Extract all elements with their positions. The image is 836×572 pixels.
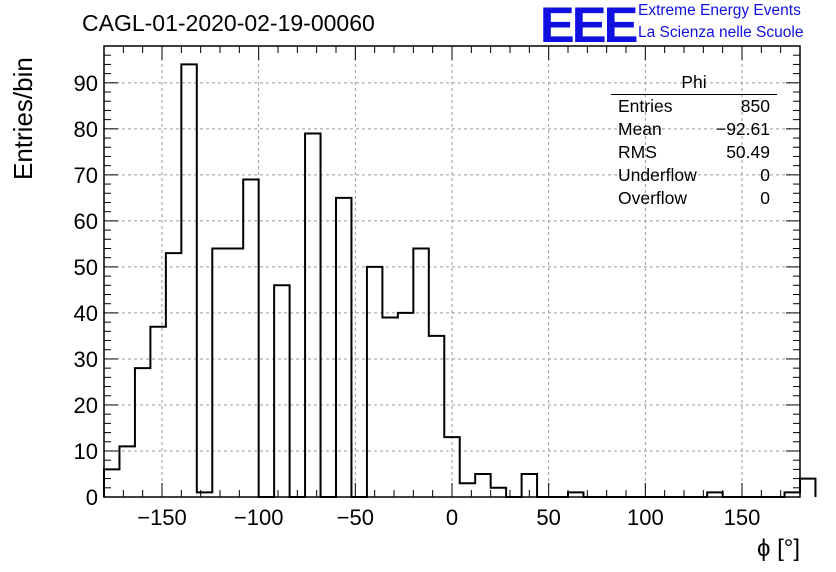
- histogram-bin: [382, 318, 397, 497]
- x-tick-label: −150: [137, 505, 187, 530]
- histogram-bin: [475, 474, 490, 497]
- y-tick-label: 50: [74, 255, 98, 280]
- y-tick-label: 10: [74, 439, 98, 464]
- stats-row-entries: Entries 850: [611, 95, 777, 118]
- histogram-bin: [336, 198, 351, 497]
- y-tick-label: 60: [74, 209, 98, 234]
- y-axis-label: Entries/bin: [8, 57, 38, 180]
- logo-line-1: Extreme Energy Events: [638, 2, 801, 19]
- stats-label: Underflow: [618, 165, 697, 185]
- histogram-bin: [166, 253, 181, 497]
- histogram-bin: [104, 469, 119, 497]
- stats-label: Mean: [618, 119, 662, 139]
- x-tick-label: 0: [446, 505, 458, 530]
- histogram-bin: [119, 446, 134, 497]
- histogram-bin: [460, 483, 475, 497]
- y-tick-label: 30: [74, 347, 98, 372]
- logo-line-2: La Scienza nelle Scuole: [638, 24, 804, 41]
- stats-label: Entries: [618, 96, 673, 116]
- y-tick-label: 90: [74, 71, 98, 96]
- stats-name: Phi: [611, 72, 777, 95]
- stats-value: −92.61: [715, 119, 770, 139]
- histogram-bin: [135, 368, 150, 497]
- histogram-bin: [228, 248, 243, 497]
- stats-value: 850: [740, 96, 770, 116]
- y-tick-label: 80: [74, 117, 98, 142]
- histogram-bin: [413, 248, 428, 497]
- y-tick-label: 70: [74, 163, 98, 188]
- y-tick-label: 0: [86, 485, 98, 510]
- histogram-bin: [150, 327, 165, 497]
- histogram-bin: [243, 179, 258, 497]
- x-tick-label: −100: [234, 505, 284, 530]
- histogram-bin: [305, 133, 320, 497]
- histogram-bin: [800, 479, 815, 497]
- histogram-bin: [491, 488, 506, 497]
- stats-label: Overflow: [618, 188, 688, 208]
- stats-label: RMS: [618, 142, 657, 162]
- x-tick-label: 100: [627, 505, 664, 530]
- x-tick-label: 50: [536, 505, 560, 530]
- y-tick-label: 40: [74, 301, 98, 326]
- histogram-bin: [212, 248, 227, 497]
- eee-logo: EEE: [539, 0, 639, 53]
- x-axis-label: ϕ [°]: [756, 535, 800, 562]
- histogram-bin: [274, 285, 289, 497]
- stats-box: Phi Entries 850 Mean −92.61 RMS 50.49 Un…: [611, 72, 777, 210]
- chart-title: CAGL-01-2020-02-19-00060: [82, 10, 375, 36]
- stats-value: 0: [760, 188, 770, 208]
- x-tick-label: 150: [724, 505, 761, 530]
- histogram-bin: [367, 267, 382, 497]
- stats-value: 0: [760, 165, 770, 185]
- y-tick-label: 20: [74, 393, 98, 418]
- histogram-bin: [429, 336, 444, 497]
- stats-value: 50.49: [726, 142, 770, 162]
- x-tick-label: −50: [337, 505, 374, 530]
- stats-row-mean: Mean −92.61: [611, 118, 777, 141]
- stats-row-rms: RMS 50.49: [611, 141, 777, 164]
- stats-row-underflow: Underflow 0: [611, 164, 777, 187]
- stats-row-overflow: Overflow 0: [611, 187, 777, 210]
